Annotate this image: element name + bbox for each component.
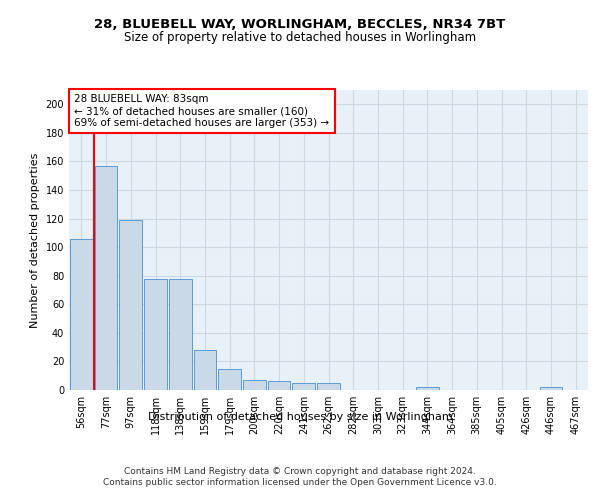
Bar (144, 278, 167, 390)
Bar (268, 382, 290, 390)
Bar (292, 383, 315, 390)
Bar (70, 238, 93, 390)
Y-axis label: Number of detached properties: Number of detached properties (30, 152, 40, 328)
Text: Size of property relative to detached houses in Worlingham: Size of property relative to detached ho… (124, 31, 476, 44)
Text: 28, BLUEBELL WAY, WORLINGHAM, BECCLES, NR34 7BT: 28, BLUEBELL WAY, WORLINGHAM, BECCLES, N… (94, 18, 506, 30)
Bar (119, 220, 142, 390)
Bar (243, 380, 266, 390)
Bar (539, 387, 562, 390)
Bar (317, 383, 340, 390)
Text: Contains HM Land Registry data © Crown copyright and database right 2024.
Contai: Contains HM Land Registry data © Crown c… (103, 468, 497, 487)
Bar (169, 278, 191, 390)
Text: Distribution of detached houses by size in Worlingham: Distribution of detached houses by size … (148, 412, 452, 422)
Bar (95, 166, 118, 390)
Bar (218, 368, 241, 390)
Bar (416, 387, 439, 390)
Text: 28 BLUEBELL WAY: 83sqm
← 31% of detached houses are smaller (160)
69% of semi-de: 28 BLUEBELL WAY: 83sqm ← 31% of detached… (74, 94, 329, 128)
Bar (194, 350, 216, 390)
